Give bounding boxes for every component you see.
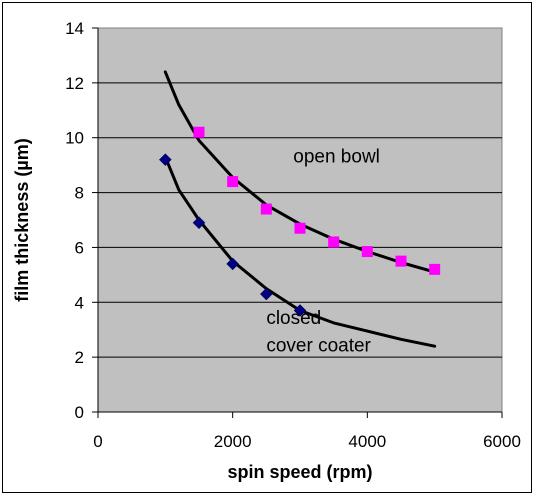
point-series1-6: [395, 255, 407, 267]
y-tick-label-12: 12: [65, 74, 84, 93]
grid-lines: [98, 82, 502, 358]
axes: [92, 27, 503, 418]
y-tick-label-10: 10: [65, 129, 84, 148]
x-tick-label-4000: 4000: [348, 432, 386, 451]
y-tick-label-2: 2: [75, 348, 84, 367]
annotation-3: cover coater: [266, 336, 371, 357]
point-series1-2: [260, 203, 272, 215]
point-series1-4: [328, 236, 340, 248]
point-series2-0: [158, 153, 172, 167]
point-series2-1: [192, 216, 206, 230]
point-series2-3: [259, 287, 273, 301]
point-series2-2: [226, 257, 240, 271]
trendline-2: [163, 155, 437, 348]
y-tick-label-0: 0: [75, 403, 84, 422]
point-series2-4: [293, 304, 307, 317]
point-series1-5: [361, 246, 373, 258]
data-points: [158, 126, 441, 317]
trendlines: [163, 70, 437, 348]
y-axis-title: film thickness (µm): [12, 138, 32, 301]
point-series1-1: [227, 176, 239, 188]
y-tick-label-4: 4: [75, 293, 84, 312]
y-tick-label-14: 14: [65, 19, 84, 38]
trendline-1: [163, 70, 437, 274]
annotation-2: closed: [266, 308, 321, 329]
x-axis-title: spin speed (rpm): [227, 462, 372, 482]
tick-labels: 0 2 4 6 8 10 12 14 0 2000 4000 6000: [65, 19, 521, 451]
annotation-1: open bowl: [293, 146, 380, 167]
y-tick-label-6: 6: [75, 238, 84, 257]
point-series1-0: [193, 126, 205, 138]
x-tick-label-6000: 6000: [483, 432, 521, 451]
point-series1-7: [429, 263, 441, 275]
x-tick-label-0: 0: [93, 432, 102, 451]
annotations: open bowl closed cover coater: [266, 146, 380, 356]
point-series1-3: [294, 222, 306, 234]
plot-area: [97, 27, 503, 413]
y-tick-label-8: 8: [75, 184, 84, 203]
x-tick-label-2000: 2000: [214, 432, 252, 451]
